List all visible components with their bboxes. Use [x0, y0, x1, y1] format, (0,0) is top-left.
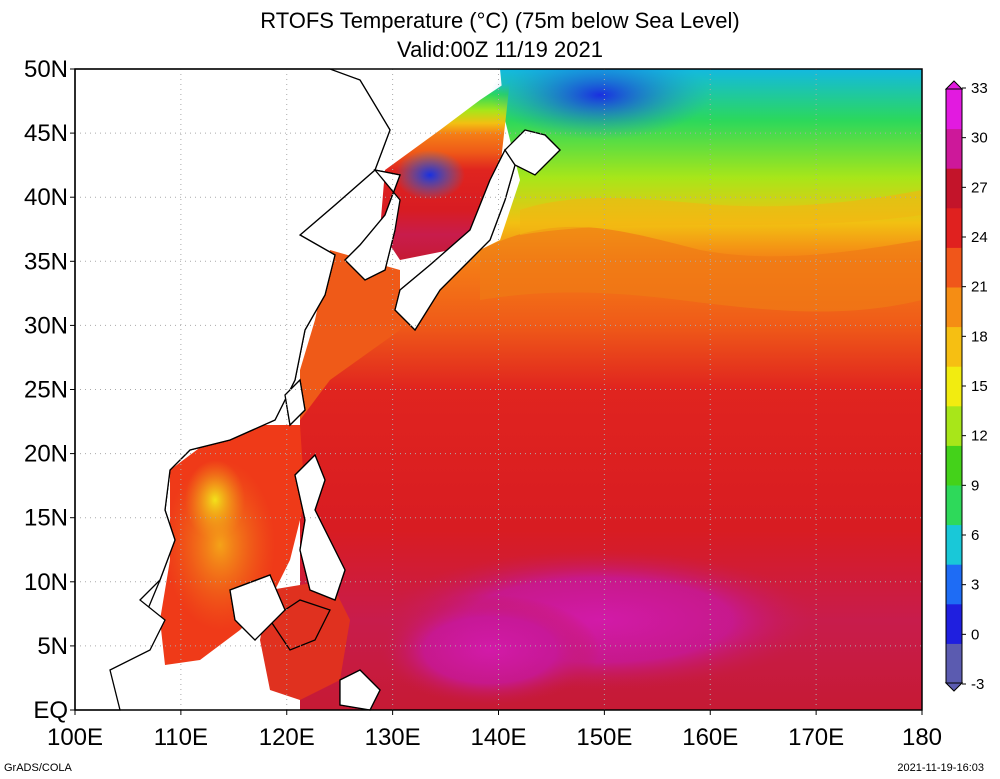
latitude-label: 40N	[24, 184, 68, 211]
colorbar-label: 33	[971, 80, 988, 97]
colorbar-segment	[946, 366, 962, 407]
longitude-labels: 100E 110E 120E 130E 140E 150E 160E 170E 180	[47, 710, 942, 751]
land-masses	[74, 68, 561, 711]
ocean-field	[160, 69, 922, 710]
colorbar-segment	[946, 168, 962, 209]
colorbar-segment	[946, 247, 962, 288]
colorbar-min-arrow	[944, 682, 964, 692]
colorbar-label: -3	[971, 676, 984, 693]
generation-timestamp: 2021-11-19-16:03	[897, 762, 984, 774]
colorbar-label: 0	[971, 626, 979, 643]
colorbar-label: 18	[971, 328, 988, 345]
colorbar-segment	[946, 564, 962, 605]
colorbar-label: 30	[971, 130, 988, 147]
colorbar-segment	[946, 445, 962, 486]
colorbar-segment	[946, 128, 962, 169]
latitude-label: 30N	[24, 312, 68, 339]
colorbar-label: 21	[971, 279, 988, 296]
longitude-label: 120E	[259, 724, 315, 751]
latitude-label: 35N	[24, 248, 68, 275]
longitude-label: 150E	[576, 724, 632, 751]
colorbar-segment	[946, 405, 962, 446]
latitude-label: 10N	[24, 569, 68, 596]
latitude-label: 5N	[37, 633, 68, 660]
colorbar-segment	[946, 287, 962, 328]
latitude-labels: 50N 45N 40N 35N 30N 25N 20N 15N 10N 5N EQ	[24, 56, 75, 724]
latitude-label: 45N	[24, 120, 68, 147]
colorbar-segment	[946, 207, 962, 248]
longitude-label: 160E	[682, 724, 738, 751]
colorbar-label: 3	[971, 577, 979, 594]
longitude-label: 100E	[47, 724, 103, 751]
latitude-label: 15N	[24, 505, 68, 532]
colorbar-segment	[946, 643, 962, 684]
longitude-label: 110E	[154, 724, 208, 751]
graticule	[75, 69, 922, 710]
colorbar-segment	[946, 524, 962, 565]
map-subtitle: Valid:00Z 11/19 2021	[397, 37, 603, 62]
colorbar-segment	[946, 89, 962, 130]
colorbar-segment	[946, 326, 962, 367]
map-title: RTOFS Temperature (°C) (75m below Sea Le…	[260, 8, 740, 33]
colorbar-segment	[946, 485, 962, 526]
colorbar-label: 9	[971, 477, 979, 494]
longitude-label: 140E	[470, 724, 526, 751]
colorbar-segment	[946, 603, 962, 644]
colorbar-label: 24	[971, 229, 988, 246]
latitude-label: 25N	[24, 377, 68, 404]
colorbar-label: 12	[971, 428, 988, 445]
latitude-label: 20N	[24, 441, 68, 468]
longitude-label: 170E	[788, 724, 844, 751]
colorbar-label: 6	[971, 527, 979, 544]
longitude-label: 130E	[365, 724, 421, 751]
longitude-label: 180	[902, 724, 942, 751]
colorbar-label: 15	[971, 378, 988, 395]
colorbar-max-arrow	[944, 80, 964, 90]
latitude-label: 50N	[24, 56, 68, 83]
latitude-label: EQ	[33, 697, 68, 724]
colorbar-label: 27	[971, 179, 988, 196]
software-credit: GrADS/COLA	[4, 762, 72, 774]
